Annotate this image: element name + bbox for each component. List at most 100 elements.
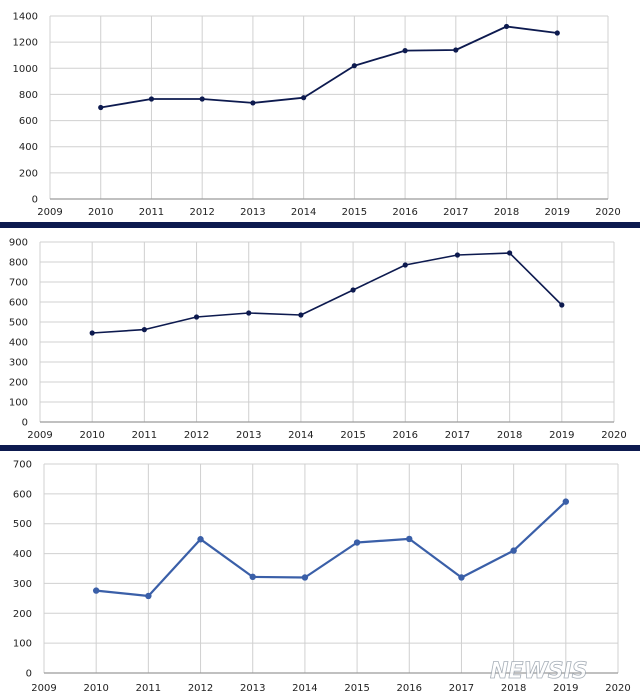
chart-top: 2009 2010 2011 2012 2013 2014 2015 2016 2017 2018… (13, 12, 621, 219)
x-tick-label: 2020 (595, 207, 620, 218)
y-tick-label: 700 (9, 278, 28, 289)
y-tick-label: 100 (13, 639, 32, 650)
data-point (197, 536, 204, 543)
y-tick-label: 100 (9, 398, 28, 409)
y-tick-label: 1400 (13, 12, 38, 23)
y-tick-label: 800 (19, 90, 38, 101)
data-point (406, 535, 413, 543)
x-tick-label: 2016 (392, 207, 417, 218)
y-tick-label: 600 (19, 116, 38, 127)
y-tick-label: 600 (9, 298, 28, 309)
x-tick-label: 2016 (397, 683, 422, 694)
data-point (402, 48, 408, 54)
data-point (148, 96, 155, 102)
x-tick-label: 2018 (501, 683, 526, 694)
y-tick-label: 400 (19, 142, 38, 153)
y-tick-label: 0 (32, 195, 38, 206)
x-tick-label: 2020 (601, 430, 626, 441)
data-point (250, 100, 256, 106)
y-tick-label: 700 (13, 460, 32, 471)
x-tick-label: 2016 (393, 430, 418, 441)
x-tick-label: 2019 (549, 430, 574, 441)
data-point (402, 262, 408, 268)
series-line (96, 500, 567, 598)
x-tick-label: 2019 (553, 683, 578, 694)
x-tick-label: 2013 (236, 430, 261, 441)
x-tick-label: 2013 (240, 683, 265, 694)
x-tick-label: 2009 (37, 207, 62, 218)
y-tick-label: 0 (22, 418, 28, 429)
y-tick-label: 300 (9, 358, 28, 369)
y-tick-label: 500 (9, 318, 28, 329)
y-tick-label: 800 (9, 258, 28, 269)
data-point (298, 312, 304, 318)
data-point (562, 498, 570, 505)
divider-bar (0, 222, 640, 228)
chart-bottom: 2009 2010 2011 2012 2013 2014 2015 2016 2017 2018… (13, 460, 631, 695)
series-line (92, 252, 563, 334)
y-tick-label: 400 (9, 338, 28, 349)
y-tick-label: 200 (13, 609, 32, 620)
data-point (350, 287, 356, 293)
x-tick-label: 2010 (83, 683, 108, 694)
x-tick-label: 2018 (494, 207, 519, 218)
data-point (193, 314, 200, 320)
x-tick-label: 2015 (344, 683, 369, 694)
y-tick-label: 200 (9, 378, 28, 389)
x-tick-label: 2017 (443, 207, 468, 218)
data-point (301, 95, 307, 101)
series-line (100, 25, 558, 109)
data-point (559, 302, 565, 308)
data-point (141, 327, 147, 333)
data-point (98, 104, 104, 111)
data-point (249, 573, 256, 581)
x-tick-label: 2012 (189, 207, 214, 218)
data-point (554, 30, 560, 36)
x-tick-label: 2018 (497, 430, 522, 441)
x-tick-label: 2011 (139, 207, 164, 218)
data-point (453, 47, 459, 53)
x-tick-label: 2012 (184, 430, 209, 441)
x-tick-label: 2011 (136, 683, 161, 694)
data-point (301, 574, 309, 581)
y-tick-label: 0 (26, 669, 32, 680)
x-tick-label: 2011 (132, 430, 157, 441)
x-tick-label: 2014 (288, 430, 313, 441)
x-tick-label: 2012 (188, 683, 213, 694)
data-point (89, 330, 95, 336)
chart-middle: 2009 2010 2011 2012 2013 2014 2015 2016 2017 2018… (9, 238, 627, 442)
data-point (92, 587, 100, 594)
data-point (507, 250, 513, 256)
x-tick-label: 2013 (240, 207, 265, 218)
y-tick-label: 400 (13, 549, 32, 560)
y-tick-label: 500 (13, 519, 32, 530)
data-point (145, 592, 152, 600)
x-tick-label: 2010 (88, 207, 113, 218)
y-tick-label: 600 (13, 489, 32, 500)
x-tick-label: 2020 (605, 683, 630, 694)
data-point (503, 23, 510, 30)
x-tick-label: 2017 (449, 683, 474, 694)
y-tick-label: 1000 (13, 64, 38, 75)
x-tick-label: 2015 (340, 430, 365, 441)
y-tick-label: 900 (9, 238, 28, 249)
x-tick-label: 2009 (27, 430, 52, 441)
x-tick-label: 2010 (79, 430, 104, 441)
watermark-text: NEWSIS (490, 659, 588, 684)
x-tick-label: 2019 (545, 207, 570, 218)
x-tick-label: 2014 (291, 207, 316, 218)
y-tick-label: 200 (19, 168, 38, 179)
x-tick-label: 2014 (292, 683, 317, 694)
data-point (458, 574, 465, 581)
y-tick-label: 300 (13, 579, 32, 590)
data-point (510, 547, 517, 554)
x-tick-label: 2015 (342, 207, 367, 218)
data-point (246, 310, 252, 316)
data-point (199, 96, 205, 102)
dividers (0, 222, 640, 451)
x-tick-label: 2009 (31, 683, 56, 694)
data-point (351, 63, 357, 69)
data-point (454, 252, 461, 258)
divider-bar (0, 445, 640, 451)
